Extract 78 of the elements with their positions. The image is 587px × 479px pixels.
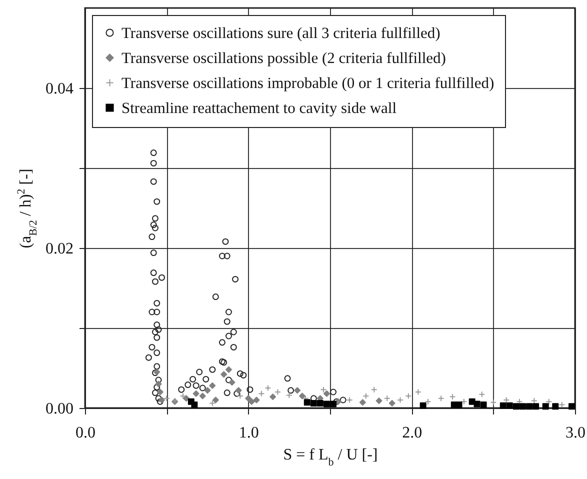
x-axis-title: S = f L$_{b}$ / U [-] — [283, 446, 378, 468]
point — [424, 398, 432, 405]
point — [212, 396, 219, 404]
point — [245, 395, 252, 402]
point — [370, 386, 378, 393]
point — [346, 396, 353, 404]
point — [414, 388, 422, 396]
y-tick-label: 0.04 — [46, 80, 74, 98]
point — [490, 399, 497, 406]
point — [396, 396, 404, 404]
point — [330, 400, 337, 408]
point — [376, 398, 382, 404]
point — [228, 379, 236, 386]
point — [225, 366, 232, 373]
point — [248, 398, 255, 405]
point — [220, 371, 228, 378]
point — [388, 400, 396, 406]
point — [270, 394, 276, 400]
point — [155, 380, 162, 388]
point — [359, 399, 366, 406]
point — [274, 388, 281, 396]
point — [530, 398, 538, 404]
point — [449, 394, 456, 400]
point — [258, 390, 265, 397]
point — [191, 402, 198, 408]
point — [323, 400, 330, 408]
point — [552, 403, 559, 410]
point — [546, 398, 552, 405]
point — [294, 387, 301, 394]
point — [506, 402, 513, 409]
point — [320, 386, 327, 393]
legend-label: Transverse oscillations improbable (0 or 1 criteria fullfilled) — [122, 74, 494, 92]
point — [478, 391, 486, 398]
point — [516, 398, 523, 405]
x-tick-label: 3.0 — [566, 424, 586, 442]
point — [156, 388, 164, 396]
point — [500, 402, 506, 409]
point — [209, 382, 216, 389]
point — [236, 392, 244, 400]
x-tick-label: 0.0 — [76, 424, 96, 442]
y-tick-label: 0.00 — [46, 400, 74, 418]
point — [209, 400, 216, 406]
point — [526, 403, 533, 410]
point — [405, 392, 412, 400]
x-tick-label: 2.0 — [402, 424, 422, 442]
point — [264, 384, 272, 392]
legend-label: Transverse oscillations sure (all 3 criteria fullfilled) — [122, 24, 440, 42]
point — [438, 395, 444, 402]
point — [420, 402, 426, 409]
point — [235, 387, 242, 394]
x-tick-label: 1.0 — [238, 424, 259, 442]
point — [384, 395, 390, 402]
point — [532, 403, 540, 410]
legend-label: Streamline reattachement to cavity side wall — [122, 100, 397, 117]
point — [163, 395, 170, 402]
point — [199, 392, 206, 400]
point — [503, 396, 510, 404]
point — [519, 403, 526, 410]
point — [180, 392, 186, 400]
point — [480, 402, 487, 408]
point — [542, 403, 549, 410]
point — [558, 402, 566, 408]
point — [323, 390, 330, 397]
point — [183, 395, 190, 402]
point — [362, 392, 370, 400]
point — [512, 403, 520, 410]
point — [568, 403, 575, 410]
point — [204, 387, 211, 394]
point — [316, 400, 324, 406]
point — [253, 396, 260, 404]
point — [460, 398, 468, 405]
y-tick-label: 0.02 — [46, 240, 74, 258]
point — [304, 399, 310, 406]
point — [286, 392, 292, 398]
point — [298, 392, 306, 400]
legend-label: Transverse oscillations possible (2 criteria fullfilled) — [122, 50, 446, 67]
point — [310, 400, 317, 406]
point — [192, 390, 200, 397]
